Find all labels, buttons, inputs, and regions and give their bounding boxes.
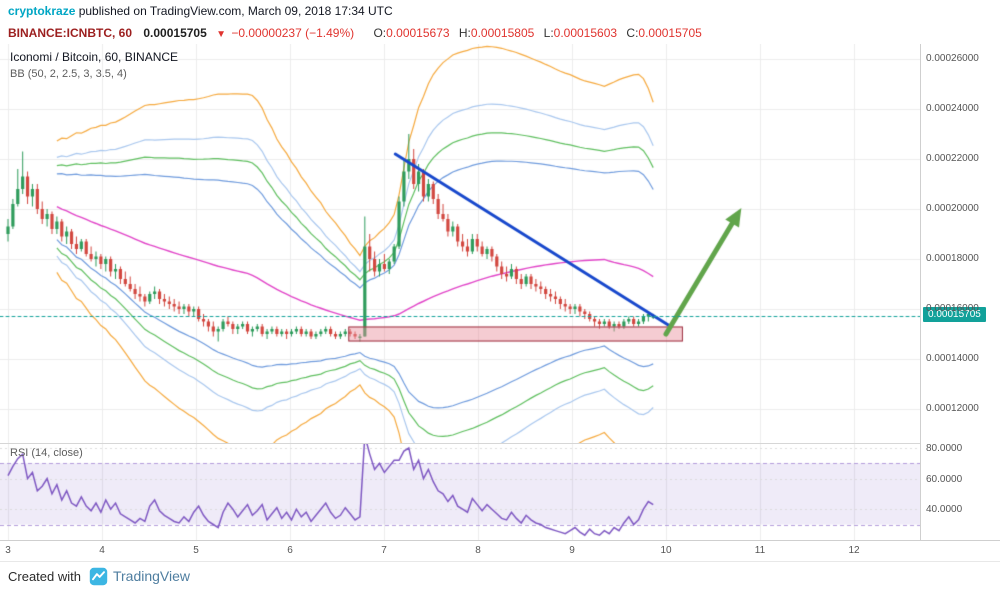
close-value: 0.00015705 bbox=[638, 26, 702, 40]
rsi-axis-label: 60.0000 bbox=[926, 473, 963, 485]
price-axis[interactable]: 0.00015705 0.00026000 0.00024000 0.0002200… bbox=[920, 44, 1000, 540]
time-axis-label: 11 bbox=[754, 545, 766, 556]
high-label: H: bbox=[458, 26, 471, 40]
price-change: −0.00000237 (−1.49%) bbox=[231, 26, 355, 40]
panel-separator bbox=[0, 443, 1000, 444]
created-with-text: Created with bbox=[8, 568, 81, 584]
close-label: C: bbox=[626, 26, 639, 40]
time-axis-label: 8 bbox=[475, 545, 481, 556]
time-axis-label: 7 bbox=[381, 545, 387, 556]
price-axis-label: 0.00016000 bbox=[926, 303, 979, 314]
down-triangle-icon: ▼ bbox=[216, 29, 227, 40]
high-value: 0.00015805 bbox=[470, 26, 535, 40]
open-label: O: bbox=[373, 26, 387, 40]
price-axis-label: 0.00020000 bbox=[926, 203, 979, 214]
time-axis-label: 4 bbox=[99, 545, 105, 556]
time-axis-label: 10 bbox=[660, 545, 672, 556]
rsi-indicator-label[interactable]: RSI (14, close) bbox=[10, 447, 83, 459]
time-axis[interactable]: 3 4 5 6 7 8 9 10 11 12 bbox=[0, 540, 1000, 561]
time-axis-label: 9 bbox=[569, 545, 575, 556]
price-axis-label: 0.00026000 bbox=[926, 53, 979, 64]
time-axis-label: 5 bbox=[193, 545, 199, 556]
open-value: 0.00015673 bbox=[386, 26, 450, 40]
time-axis-label: 3 bbox=[5, 545, 11, 556]
main-price-chart[interactable] bbox=[0, 44, 920, 443]
rsi-panel-chart[interactable] bbox=[0, 443, 920, 540]
low-value: 0.00015603 bbox=[553, 26, 618, 40]
price-axis-label: 0.00018000 bbox=[926, 253, 979, 264]
publish-info: published on TradingView.com, March 09, … bbox=[75, 4, 393, 18]
time-axis-label: 6 bbox=[287, 545, 293, 556]
price-axis-label: 0.00012000 bbox=[926, 403, 979, 414]
chart-legend: Iconomi / Bitcoin, 60, BINANCE BB (50, 2… bbox=[10, 50, 178, 80]
tradingview-brand-link[interactable]: TradingView bbox=[89, 567, 190, 586]
rsi-axis-label: 80.0000 bbox=[926, 443, 963, 454]
bb-indicator-label[interactable]: BB (50, 2, 2.5, 3, 3.5, 4) bbox=[10, 68, 127, 80]
author-link[interactable]: cryptokraze bbox=[8, 4, 76, 18]
low-label: L: bbox=[543, 26, 554, 40]
chart-title[interactable]: Iconomi / Bitcoin, 60, BINANCE bbox=[10, 50, 179, 64]
tradingview-logo-icon bbox=[89, 567, 108, 585]
footer: Created with TradingView bbox=[0, 561, 1000, 590]
symbol-name[interactable]: BINANCE:ICNBTC, 60 bbox=[8, 26, 133, 40]
current-price-badge: 0.00015705 bbox=[923, 307, 986, 323]
symbol-info-bar: BINANCE:ICNBTC, 60 0.00015705 ▼ −0.00000… bbox=[0, 22, 1000, 44]
price-axis-label: 0.00014000 bbox=[926, 353, 979, 364]
publish-header: cryptokraze published on TradingView.com… bbox=[0, 0, 1000, 22]
time-axis-label: 12 bbox=[848, 545, 860, 556]
tradingview-brand-text: TradingView bbox=[112, 568, 191, 584]
price-axis-label: 0.00022000 bbox=[926, 153, 979, 164]
rsi-axis-label: 40.0000 bbox=[926, 504, 963, 516]
price-axis-label: 0.00024000 bbox=[926, 103, 979, 114]
last-price: 0.00015705 bbox=[143, 26, 207, 40]
